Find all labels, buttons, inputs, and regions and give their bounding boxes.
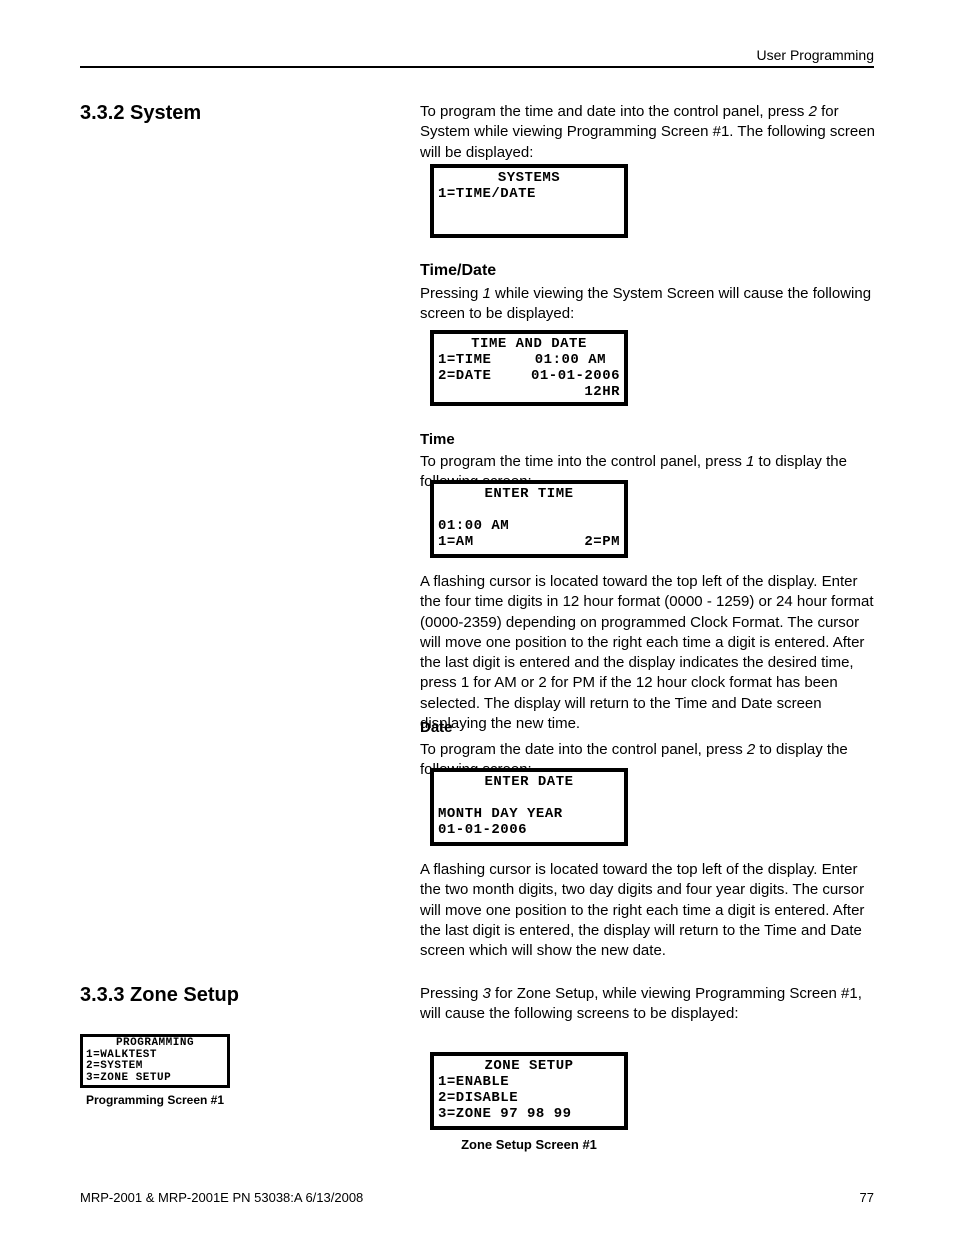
date-para: A flashing cursor is located toward the … [420, 860, 875, 961]
time-body-1: To program the time into the control pan… [420, 453, 746, 470]
system-intro: To program the time and date into the co… [420, 102, 875, 163]
subhead-time-date: Time/Date [420, 260, 496, 282]
time-date-key: 1 [483, 285, 491, 302]
zone-key: 3 [483, 985, 491, 1002]
subhead-date: Date [420, 718, 453, 738]
footer-left: MRP-2001 & MRP-2001E PN 53038:A 6/13/200… [80, 1189, 363, 1207]
heading-system: 3.3.2 System [80, 100, 201, 127]
lcd-et-am: 1=AM [438, 534, 474, 550]
lcd-zs-l1: 1=ENABLE [438, 1074, 620, 1090]
lcd-tad-r2-left: 2=DATE [438, 368, 491, 384]
lcd-programming-small: PROGRAMMING 1=WALKTEST 2=SYSTEM 3=ZONE S… [80, 1034, 230, 1088]
lcd-ed-line1: MONTH DAY YEAR [438, 806, 620, 822]
date-key: 2 [747, 741, 755, 758]
page-header-right: User Programming [757, 46, 874, 65]
page-top-rule [80, 66, 874, 68]
lcd-prog-l2: 2=SYSTEM [86, 1061, 224, 1073]
zone-body-1: Pressing [420, 985, 483, 1002]
lcd-et-pm: 2=PM [584, 534, 620, 550]
lcd-tad-r1-right: 01:00 AM [535, 352, 606, 368]
lcd-ed-line2: 01-01-2006 [438, 822, 620, 838]
time-date-body: Pressing 1 while viewing the System Scre… [420, 284, 875, 325]
date-body-1: To program the date into the control pan… [420, 741, 747, 758]
time-key: 1 [746, 453, 754, 470]
lcd-systems-title: SYSTEMS [438, 170, 620, 186]
lcd-et-title: ENTER TIME [438, 486, 620, 502]
lcd-prog-l3: 3=ZONE SETUP [86, 1073, 224, 1085]
lcd-zone-setup: ZONE SETUP 1=ENABLE 2=DISABLE 3=ZONE 97 … [430, 1052, 628, 1130]
lcd-tad-r1-left: 1=TIME [438, 352, 491, 368]
lcd-zs-l2: 2=DISABLE [438, 1090, 620, 1106]
caption-programming: Programming Screen #1 [80, 1092, 230, 1108]
heading-zone-setup: 3.3.3 Zone Setup [80, 982, 239, 1009]
system-intro-key: 2 [809, 103, 817, 120]
lcd-enter-date: ENTER DATE MONTH DAY YEAR 01-01-2006 [430, 768, 628, 846]
lcd-prog-title: PROGRAMMING [86, 1037, 224, 1050]
lcd-systems: SYSTEMS 1=TIME/DATE [430, 164, 628, 238]
lcd-tad-title: TIME AND DATE [438, 336, 620, 352]
lcd-et-value: 01:00 AM [438, 518, 620, 534]
footer-right: 77 [860, 1189, 874, 1207]
lcd-tad-row1: 1=TIME 01:00 AM [438, 352, 620, 368]
lcd-time-and-date: TIME AND DATE 1=TIME 01:00 AM 2=DATE 01-… [430, 330, 628, 406]
time-para: A flashing cursor is located toward the … [420, 572, 875, 734]
lcd-zs-title: ZONE SETUP [438, 1058, 620, 1074]
lcd-zs-l3: 3=ZONE 97 98 99 [438, 1106, 620, 1122]
lcd-tad-row2: 2=DATE 01-01-2006 [438, 368, 620, 384]
lcd-enter-time: ENTER TIME 01:00 AM 1=AM 2=PM [430, 480, 628, 558]
lcd-tad-r2-right: 01-01-2006 [531, 368, 620, 384]
subhead-time: Time [420, 430, 455, 450]
zone-body: Pressing 3 for Zone Setup, while viewing… [420, 984, 875, 1025]
lcd-et-opts: 1=AM 2=PM [438, 534, 620, 550]
caption-zone-setup: Zone Setup Screen #1 [430, 1136, 628, 1154]
time-date-body-1: Pressing [420, 285, 483, 302]
system-intro-text-1: To program the time and date into the co… [420, 103, 809, 120]
lcd-tad-row3: 12HR [438, 384, 620, 400]
page-root: User Programming 3.3.2 System To program… [0, 0, 954, 1235]
lcd-ed-title: ENTER DATE [438, 774, 620, 790]
lcd-systems-line1: 1=TIME/DATE [438, 186, 620, 202]
